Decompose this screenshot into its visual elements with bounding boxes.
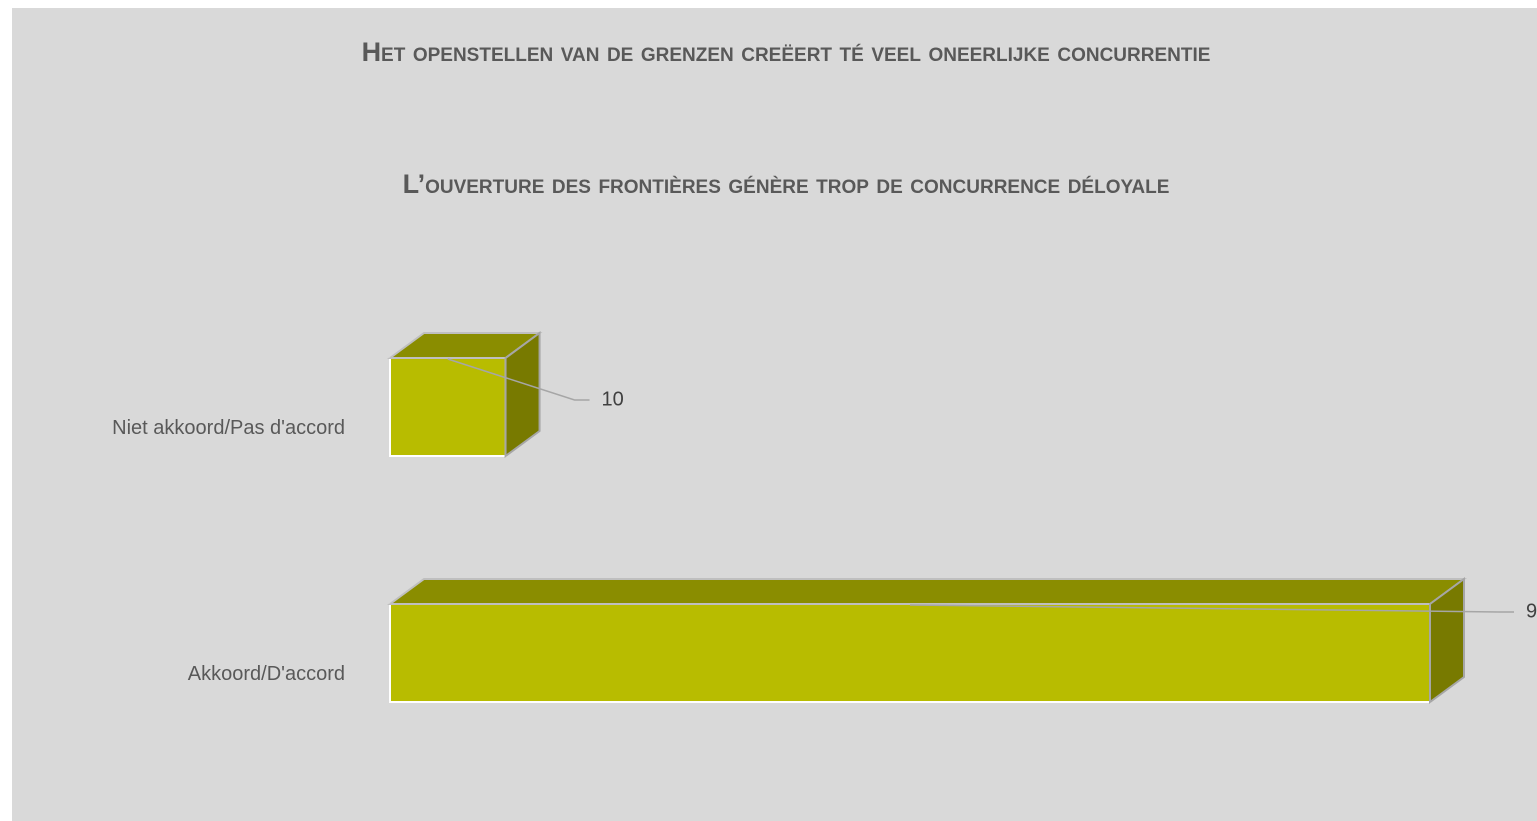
chart-title: Het openstellen van de grenzen creëert t… [361, 37, 1211, 67]
value-label: 10 [602, 388, 624, 410]
title-box: Het openstellen van de grenzen creëert t… [361, 37, 1211, 67]
bar-side [1429, 577, 1465, 704]
bar-top [386, 578, 1468, 605]
bar [389, 603, 1431, 703]
category-label: Akkoord/D'accord [188, 663, 345, 685]
leader-line [909, 604, 1514, 613]
bar [389, 357, 507, 457]
category-label: Niet akkoord/Pas d'accord [112, 417, 345, 439]
value-label: 90 [1526, 600, 1537, 622]
chart-subtitle: L’ouverture des frontières génère trop d… [403, 169, 1170, 199]
leader-line [447, 358, 590, 401]
bar-side [504, 331, 541, 458]
